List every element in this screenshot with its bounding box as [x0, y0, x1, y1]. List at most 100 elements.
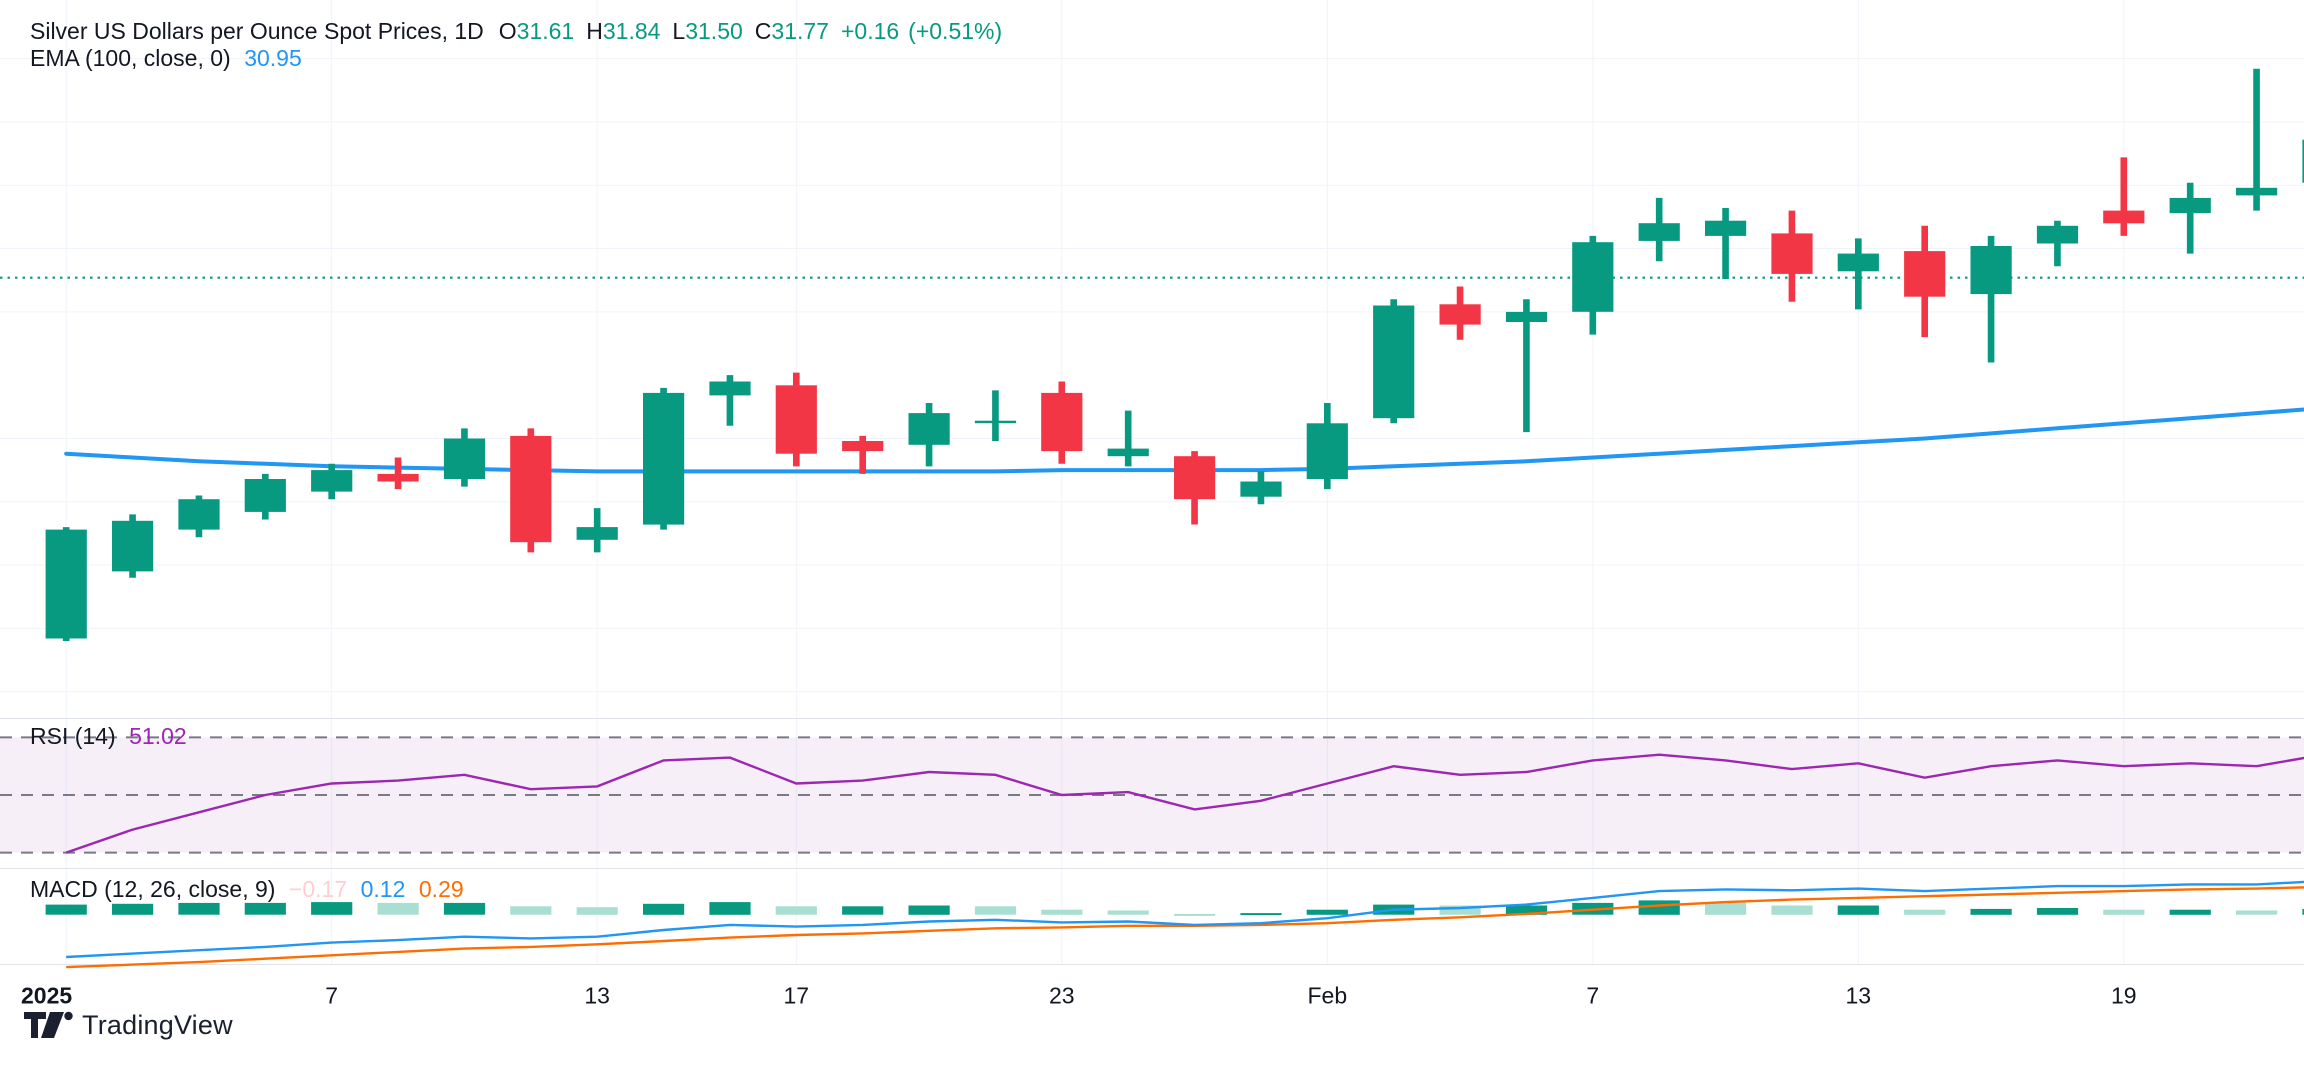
macd-hist-bar: [2036, 908, 2079, 915]
candle-body[interactable]: [1240, 481, 1282, 497]
logo-dot: [64, 1011, 73, 1021]
macd-hist-bar: [1107, 910, 1149, 915]
candle-body[interactable]: [2036, 225, 2079, 244]
macd-legend-name[interactable]: MACD (12, 26, close, 9): [30, 876, 275, 902]
candle-body[interactable]: [1904, 251, 1946, 297]
candle-body[interactable]: [244, 479, 286, 512]
date-axis-label: 7: [1586, 983, 1599, 1009]
date-axis-label: Feb: [1307, 983, 1347, 1009]
macd-hist-bar: [1306, 909, 1348, 915]
candle-body[interactable]: [1572, 242, 1614, 312]
candle-body[interactable]: [1041, 392, 1083, 452]
candle-body[interactable]: [2302, 139, 2304, 183]
candle-body[interactable]: [2169, 197, 2211, 214]
candle-body[interactable]: [178, 499, 220, 530]
macd-hist-bar: [576, 907, 618, 915]
logo-t-bar: [24, 1012, 46, 1038]
tradingview-wordmark: TradingView: [82, 1010, 233, 1040]
macd-hist-bar: [643, 903, 685, 915]
tradingview-logo[interactable]: TradingView: [24, 1010, 233, 1040]
macd-hist-bar: [510, 906, 552, 915]
macd-hist-bar: [2302, 908, 2304, 915]
macd-hist-bar: [1505, 905, 1548, 915]
macd-hist-bar: [45, 904, 87, 915]
macd-line: [66, 880, 2304, 959]
date-axis-label: 13: [584, 983, 610, 1009]
change-percent: (+0.51%): [908, 18, 1002, 44]
rsi-line: [65, 753, 2304, 854]
date-axis-label: 19: [2111, 983, 2137, 1009]
candle-body[interactable]: [1174, 456, 1216, 500]
macd-hist-bar: [1970, 908, 2012, 915]
candle-body[interactable]: [1306, 423, 1348, 479]
macd-hist-bar: [311, 902, 353, 915]
macd-hist-bar: [1174, 913, 1216, 916]
candle-body[interactable]: [1373, 305, 1415, 419]
candle-body[interactable]: [576, 527, 618, 540]
ema-100-line: [64, 407, 2304, 474]
macd-hist-bar: [1439, 905, 1481, 915]
rsi-legend-value: 51.02: [129, 723, 187, 749]
candle-body[interactable]: [311, 470, 353, 492]
tradingview-mark-icon: [24, 1011, 73, 1038]
candle-body[interactable]: [2236, 187, 2278, 196]
rsi-legend-name[interactable]: RSI (14): [30, 723, 116, 749]
candle-body[interactable]: [643, 392, 685, 525]
candle-body[interactable]: [1505, 311, 1548, 322]
macd-hist-bar: [842, 906, 884, 915]
macd-hist-bar: [1837, 905, 1879, 915]
ema-legend-value: 30.95: [244, 45, 302, 71]
macd-hist-bar: [1041, 909, 1083, 915]
open-value: 31.61: [517, 18, 575, 44]
candle-body[interactable]: [908, 413, 950, 445]
close-value: 31.77: [771, 18, 829, 44]
change-absolute: +0.16: [841, 18, 899, 44]
candle-body[interactable]: [842, 441, 884, 452]
macd-hist-bar: [112, 903, 154, 915]
symbol-title: Silver US Dollars per Ounce Spot Prices,…: [30, 18, 484, 44]
low-label: L: [672, 18, 685, 44]
candle-body[interactable]: [1439, 304, 1481, 325]
candle-body[interactable]: [1638, 223, 1680, 241]
high-label: H: [586, 18, 603, 44]
candle-body[interactable]: [1107, 448, 1149, 457]
close-label: C: [755, 18, 772, 44]
candle-body[interactable]: [377, 473, 419, 482]
candle-body[interactable]: [709, 381, 751, 396]
candle-body[interactable]: [510, 435, 552, 543]
date-axis-label: 13: [1846, 983, 1872, 1009]
logo-v-bar: [41, 1012, 64, 1038]
candle-body[interactable]: [1837, 253, 1879, 272]
low-value: 31.50: [685, 18, 743, 44]
macd-signal-line: [66, 886, 2304, 969]
macd-hist-bar: [2169, 909, 2211, 915]
candle-body[interactable]: [112, 520, 154, 572]
macd-hist-bar: [908, 905, 950, 915]
macd-hist-bar: [443, 902, 486, 915]
candlestick-series[interactable]: [45, 68, 2304, 642]
macd-hist-bar: [775, 906, 817, 915]
macd-hist-bar: [1705, 902, 1747, 915]
candle-body[interactable]: [974, 420, 1017, 424]
candle-body[interactable]: [1705, 220, 1747, 236]
date-axis-label: 23: [1049, 983, 1075, 1009]
candle-body[interactable]: [45, 529, 87, 639]
ema-legend-name[interactable]: EMA (100, close, 0): [30, 45, 231, 71]
candle-body[interactable]: [1771, 233, 1813, 274]
macd-hist-bar: [709, 902, 751, 915]
candle-body[interactable]: [775, 385, 817, 454]
candle-body[interactable]: [2103, 210, 2145, 224]
date-axis-label: 17: [784, 983, 810, 1009]
macd-hist-bar: [377, 902, 419, 915]
date-axis-label: 7: [325, 983, 338, 1009]
candle-body[interactable]: [1970, 246, 2012, 295]
high-value: 31.84: [603, 18, 661, 44]
macd-hist-bar: [244, 902, 286, 915]
macd-hist-bar: [1904, 909, 1946, 915]
macd-hist-bar: [1240, 913, 1282, 916]
candle-body[interactable]: [443, 438, 486, 480]
macd-hist-value: −0.17: [289, 876, 347, 902]
